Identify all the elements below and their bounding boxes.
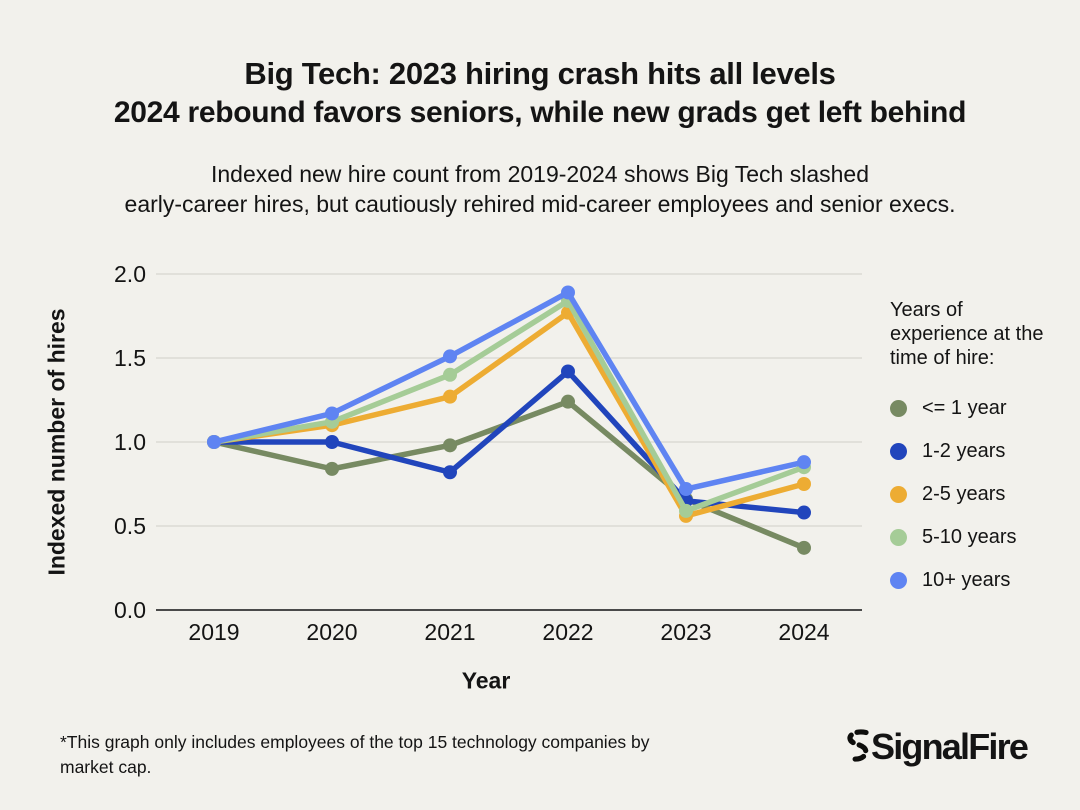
y-tick-label: 0.5 [114,513,146,539]
data-point [797,505,811,520]
chart-title-line2: 2024 rebound favors seniors, while new g… [113,96,967,129]
y-tick-label: 1.5 [114,345,146,371]
legend-items: <= 1 year 1-2 years 2-5 years 5-10 years 10+… [890,387,1060,602]
legend-color-dot [890,572,907,589]
data-point [443,367,457,382]
series-line [211,289,807,492]
y-tick-label: 1.0 [114,429,146,455]
header: Big Tech: 2023 hiring crash hits all lev… [0,54,1080,132]
chart-title-line1: Big Tech: 2023 hiring crash hits all lev… [244,56,836,91]
data-point [443,465,457,480]
legend-item: 5-10 years [890,516,1060,559]
data-point [679,482,693,497]
legend-item-label: 5-10 years [922,526,1017,548]
data-point [207,435,221,449]
signalfire-logo-mark [847,729,869,762]
data-point [325,435,339,449]
data-point [325,406,339,421]
data-point [679,503,693,518]
x-tick-label: 2021 [424,619,475,645]
data-point [561,285,575,300]
data-point [797,540,811,555]
line-chart: 0.0 0.5 1.0 1.5 2.0 2019 2020 2021 2022 2023 2024 [114,261,862,645]
y-tick-label: 0.0 [114,597,146,623]
legend-item-label: 1-2 years [922,440,1006,462]
data-point [797,477,811,491]
data-point [797,455,811,470]
chart-description: Indexed new hire count from 2019-2024 sh… [0,159,1080,219]
legend-color-dot [890,529,907,546]
legend-color-dot [890,443,907,460]
legend-color-dot [890,400,907,417]
legend-title: Years of experience at the time of hire: [890,299,1044,369]
x-tick-label: 2024 [778,619,829,645]
footnote-line1: *This graph only includes employees of t… [60,732,650,752]
legend-item-label: 2-5 years [922,483,1006,505]
y-tick-label: 2.0 [114,261,146,287]
series-line [211,298,807,514]
data-point [443,349,457,364]
signalfire-logo: SignalFire [847,726,1029,768]
legend-item: 1-2 years [890,430,1060,473]
footnote: *This graph only includes employees of t… [60,730,760,780]
legend-item-label: 10+ years [922,569,1011,591]
data-point [443,438,457,453]
legend-item: 2-5 years [890,473,1060,516]
signalfire-logo-text: SignalFire [871,726,1029,767]
legend-item: <= 1 year [890,387,1060,430]
legend: Years of experience at the time of hire:… [890,298,1060,602]
legend-item-label: <= 1 year [922,397,1007,419]
x-tick-label: 2020 [306,619,357,645]
x-tick-label: 2019 [188,619,239,645]
description-line2: early-career hires, but cautiously rehir… [124,191,956,217]
data-point [443,389,457,404]
x-tick-label: 2022 [542,619,593,645]
data-point [561,394,575,409]
x-tick-label: 2023 [660,619,711,645]
series-10+-years [207,285,811,497]
x-axis-title: Year [461,667,511,694]
data-point [325,461,339,476]
data-point [561,364,575,379]
series-line [211,309,807,519]
footnote-line2: market cap. [60,757,152,777]
y-axis-title: Indexed number of hires [43,308,70,576]
legend-color-dot [890,486,907,503]
description-line1: Indexed new hire count from 2019-2024 sh… [210,161,870,187]
legend-item: 10+ years [890,559,1060,602]
